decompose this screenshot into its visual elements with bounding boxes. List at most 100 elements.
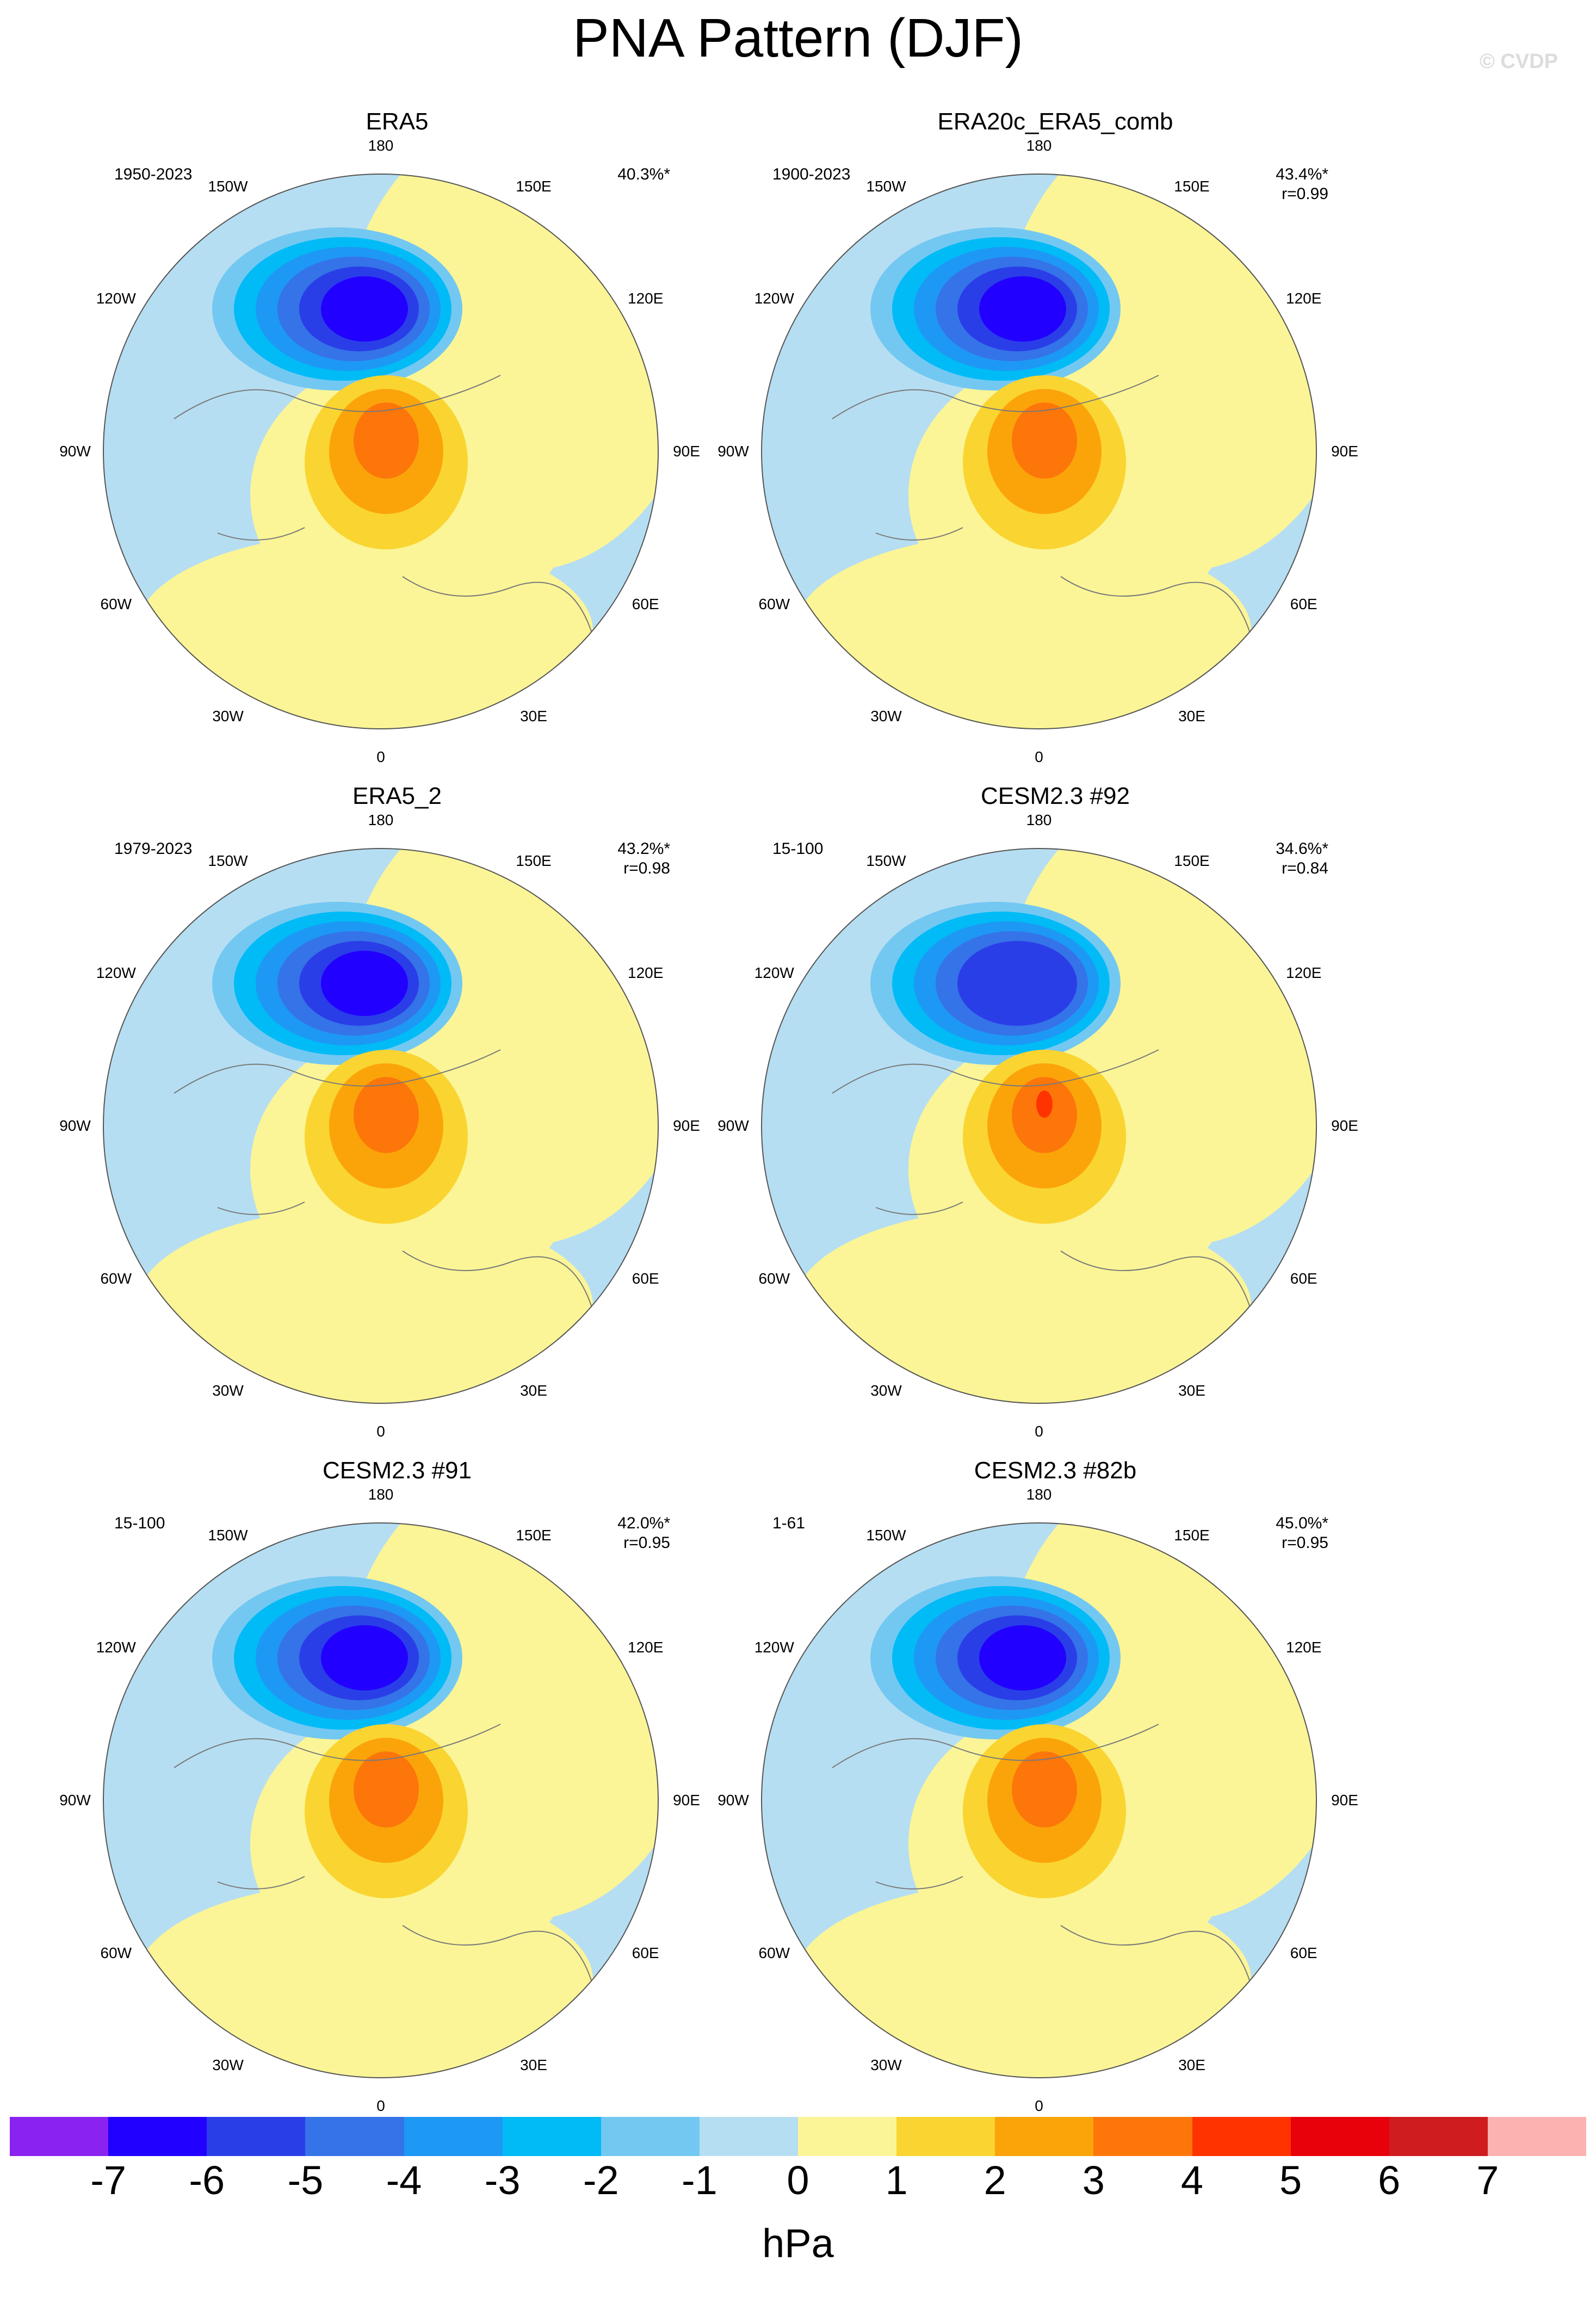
longitude-label: 180 [368,812,394,828]
variance-label: 43.4%* [1276,165,1328,183]
longitude-label: 30E [520,2056,547,2073]
coastline [174,1049,593,1311]
colorbar-cell [601,2117,700,2156]
colorbar-cell [305,2117,404,2156]
correlation-label: r=0.95 [1282,1534,1328,1552]
longitude-label: 30E [1178,1382,1205,1399]
longitude-label: 60E [632,596,659,612]
variance-label: 45.0%* [1276,1514,1328,1532]
longitude-label: 90E [1331,1792,1358,1808]
longitude-label: 120E [1286,964,1322,981]
longitude-label: 180 [368,137,394,154]
longitude-label: 150E [1174,178,1210,195]
longitude-label: 150W [208,1527,248,1544]
positive-anomaly-contour [354,1751,419,1828]
positive-anomaly-contour [354,1077,419,1153]
correlation-label: r=0.98 [623,859,670,877]
colorbar-cell [404,2117,503,2156]
longitude-label: 150E [516,852,552,870]
longitude-label: 30E [520,1382,547,1399]
colorbar-cell [10,2117,109,2156]
polar-map [761,1522,1317,2078]
longitude-label: 60E [632,1270,659,1287]
period-label: 1979-2023 [114,840,193,858]
longitude-label: 30E [1178,2056,1205,2073]
colorbar-tick-label: -3 [484,2158,521,2203]
colorbar-cell [798,2117,897,2156]
longitude-label: 60W [758,1944,790,1961]
longitude-label: 60E [1290,1270,1317,1287]
longitude-label: 90W [59,443,91,460]
colorbar-cell [1192,2117,1291,2156]
longitude-label: 0 [1035,748,1043,765]
polar-map [103,848,659,1404]
longitude-label: 90W [59,1117,91,1134]
negative-anomaly-contour [979,1625,1066,1690]
longitude-label: 60W [100,1270,132,1287]
negative-anomaly-contour [321,1625,408,1690]
longitude-label: 180 [1026,137,1052,154]
colorbar-tick-label: 7 [1476,2158,1499,2203]
watermark: © CVDP [1479,50,1558,73]
map-panel: 180 150E 120E 90E 60E 30E 0 30W 60W 90W 120W 150W ER… [717,108,1365,765]
positive-anomaly-contour [1012,402,1077,479]
colorbar-tick-label: -2 [583,2158,619,2203]
longitude-label: 120W [754,290,794,307]
negative-anomaly-contour [321,951,408,1016]
longitude-label: 90W [717,1792,749,1808]
coastline [832,1724,1252,1986]
correlation-label: r=0.99 [1282,185,1328,203]
coastline [832,1049,1252,1311]
map-boundary [761,848,1317,1404]
longitude-label: 30E [520,707,547,724]
longitude-label: 180 [1026,812,1052,828]
longitude-label: 60E [1290,1944,1317,1961]
colorbar-cell [1487,2117,1586,2156]
negative-anomaly-contour [979,276,1066,342]
map-panel: 180 150E 120E 90E 60E 30E 0 30W 60W 90W 120W 150W ER… [59,782,707,1440]
longitude-label: 30W [212,2056,244,2073]
longitude-label: 90W [59,1792,91,1808]
variance-label: 43.2%* [617,840,670,858]
positive-anomaly-contour [354,402,419,479]
longitude-label: 120W [96,290,136,307]
longitude-label: 120W [754,964,794,981]
map-panel: 180 150E 120E 90E 60E 30E 0 30W 60W 90W 120W 150W CE… [717,1457,1365,2114]
variance-label: 40.3%* [617,165,670,183]
longitude-label: 0 [376,1423,385,1440]
longitude-label: 150E [1174,852,1210,870]
map-boundary [761,174,1317,729]
panel-title: ERA20c_ERA5_comb [937,108,1173,135]
longitude-label: 150E [516,1527,552,1544]
longitude-label: 90E [673,1117,700,1134]
period-label: 1900-2023 [772,165,851,183]
colorbar [10,2117,1586,2156]
negative-anomaly-contour [321,276,408,342]
longitude-label: 150W [208,852,248,870]
colorbar-cell [699,2117,798,2156]
longitude-label: 180 [1026,1486,1052,1503]
colorbar-tick-label: -7 [90,2158,127,2203]
coastline [174,1724,593,1986]
colorbar-tick-label: 3 [1082,2158,1105,2203]
colorbar-tick-label: -1 [681,2158,717,2203]
colorbar-cell [207,2117,306,2156]
longitude-label: 120E [628,964,664,981]
longitude-label: 60E [632,1944,659,1961]
variance-label: 42.0%* [617,1514,670,1532]
map-boundary [103,1522,659,2078]
longitude-label: 0 [1035,2097,1043,2114]
colorbar-tick-label: -6 [189,2158,225,2203]
colorbar-cell [1093,2117,1192,2156]
panel-title: CESM2.3 #91 [323,1457,472,1484]
panel-title: ERA5 [366,108,429,135]
longitude-label: 120E [628,290,664,307]
colorbar-unit: hPa [762,2221,834,2266]
colorbar-tick-label: 0 [787,2158,809,2203]
longitude-label: 30W [870,1382,902,1399]
longitude-label: 150E [1174,1527,1210,1544]
map-panel: 180 150E 120E 90E 60E 30E 0 30W 60W 90W 120W 150W ER… [59,108,707,765]
period-label: 1950-2023 [114,165,193,183]
colorbar-tick-label: 1 [885,2158,908,2203]
longitude-label: 90E [1331,443,1358,460]
